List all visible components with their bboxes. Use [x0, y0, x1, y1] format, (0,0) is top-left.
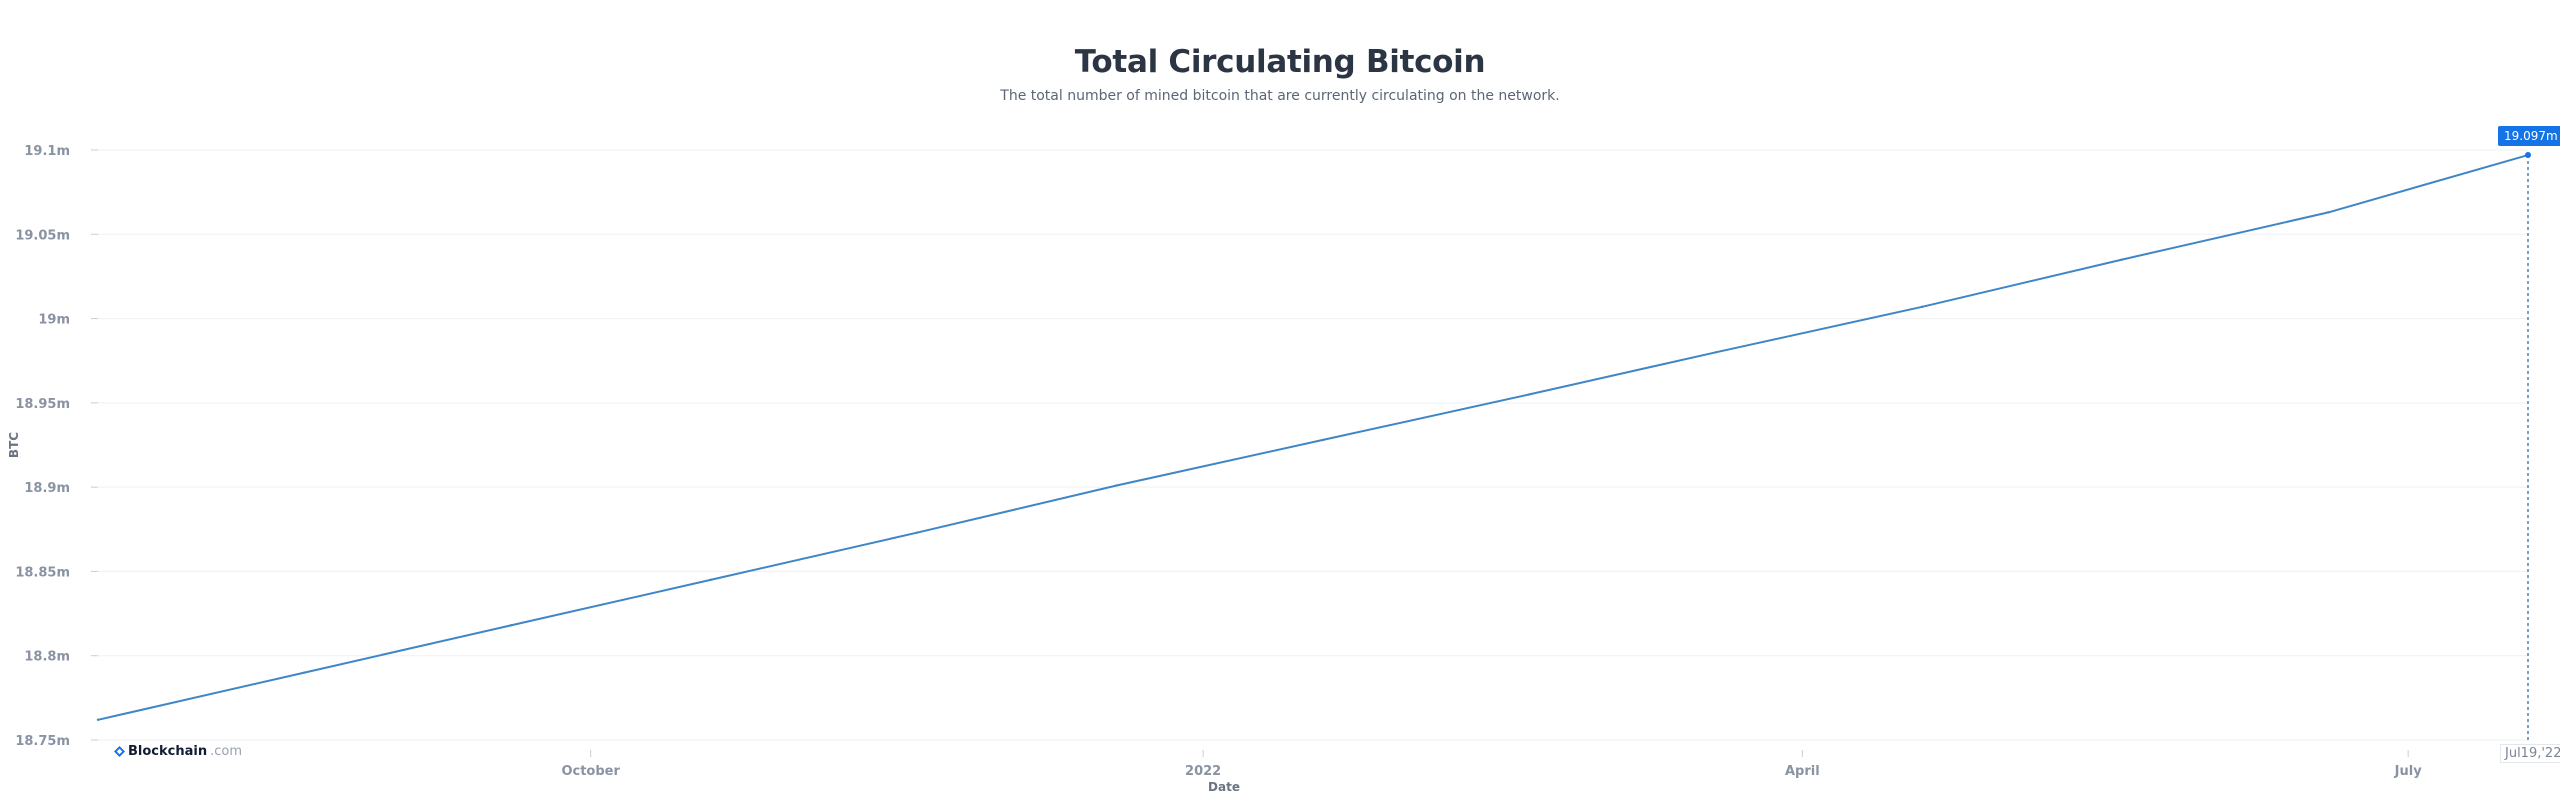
blockchain-brand[interactable]: Blockchain .com	[114, 744, 242, 759]
chart-title: Total Circulating Bitcoin	[1074, 44, 1486, 80]
series-point[interactable]	[1714, 351, 1717, 354]
series-point[interactable]	[1321, 438, 1325, 442]
y-tick-label: 18.85m	[15, 565, 70, 580]
blockchain-logo-icon	[114, 746, 125, 757]
y-tick-label: 18.75m	[15, 734, 70, 749]
series-point[interactable]	[509, 624, 512, 627]
series-point[interactable]	[1115, 484, 1118, 487]
y-tick-label: 19.1m	[24, 144, 70, 159]
x-axis-label: Date	[1208, 780, 1240, 793]
chart-subtitle: The total number of mined bitcoin that a…	[1000, 88, 1560, 104]
hover-value-badge: 19.097m	[2498, 126, 2560, 146]
y-tick-label: 18.95m	[15, 397, 70, 412]
series-point[interactable]	[1920, 305, 1924, 308]
grid-layer	[98, 149, 2528, 741]
y-tick-label: 19m	[38, 313, 70, 328]
x-axis-ticks: October 2022 April July	[561, 750, 2422, 779]
series-layer	[96, 152, 2531, 740]
series-point[interactable]	[915, 531, 919, 534]
x-tick-label: October	[561, 764, 620, 779]
series-line[interactable]	[97, 154, 2529, 721]
brand-name: Blockchain	[128, 744, 208, 759]
x-tick-label: July	[2394, 764, 2423, 779]
y-tick-label: 19.05m	[15, 228, 70, 243]
y-tick-label: 18.8m	[24, 650, 70, 665]
series-point[interactable]	[303, 671, 306, 674]
x-tick-label: 2022	[1185, 764, 1221, 779]
brand-suffix: .com	[210, 744, 242, 759]
y-axis-label: BTC	[7, 432, 21, 458]
series-point[interactable]	[2327, 211, 2330, 214]
hover-date-badge: Jul19,'22	[2500, 744, 2560, 763]
y-tick-label: 18.9m	[24, 481, 70, 496]
series-point[interactable]	[709, 578, 712, 582]
series-point[interactable]	[2120, 258, 2124, 261]
hover-point[interactable]	[2525, 152, 2531, 159]
x-tick-label: April	[1785, 764, 1820, 779]
series-point[interactable]	[96, 718, 100, 721]
series-point[interactable]	[1528, 393, 1531, 396]
y-axis-ticks: 18.75m 18.8m 18.85m 18.9m 18.95m 19m 19.05m 19.…	[15, 144, 98, 749]
